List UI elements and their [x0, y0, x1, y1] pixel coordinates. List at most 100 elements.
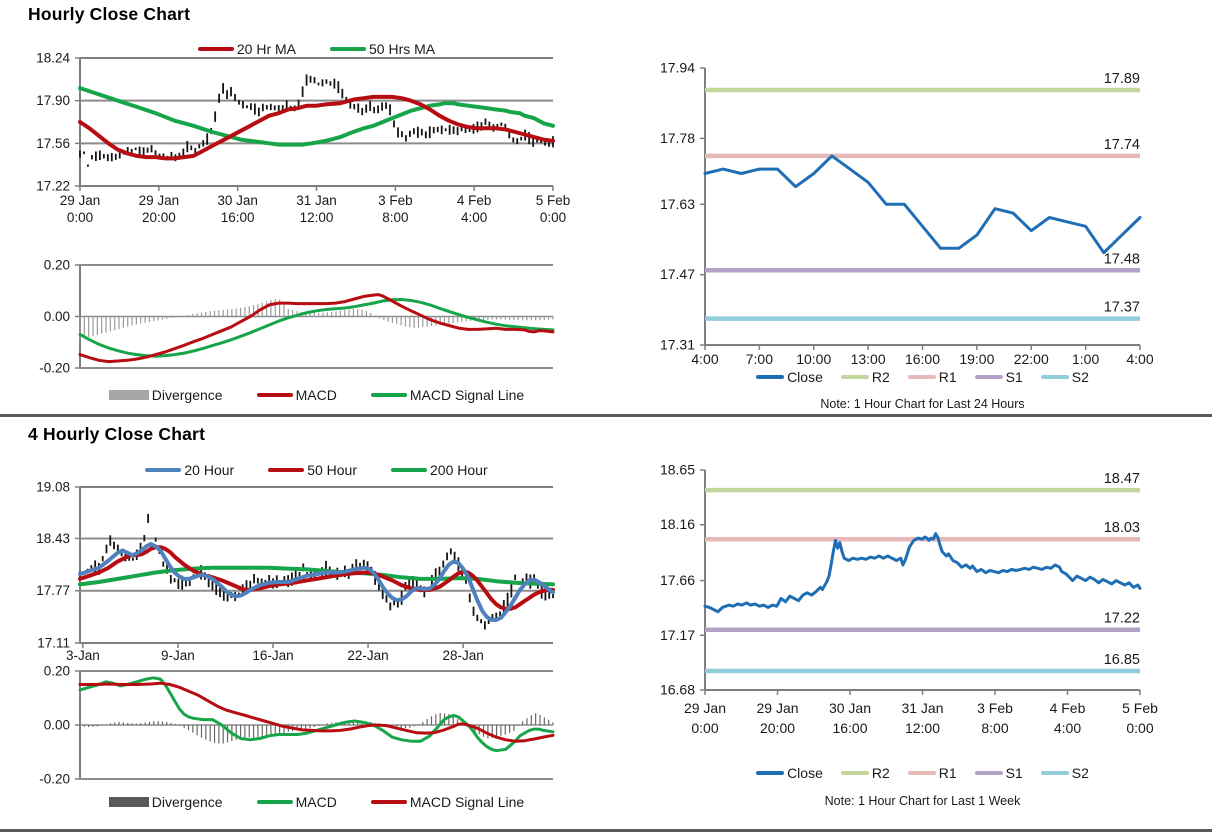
- weekly-sr-legend: Close R2 R1 S1 S2: [705, 765, 1140, 781]
- legend-swatch: [197, 46, 234, 52]
- x-tick-label: 4 Feb: [1050, 700, 1086, 716]
- x-tick-label: 30 Jan: [217, 193, 258, 208]
- legend-item-20-hr-ma: 20 Hr MA: [197, 41, 296, 57]
- y-tick-label: 17.17: [660, 627, 695, 643]
- legend-label: MACD Signal Line: [409, 794, 525, 810]
- y-tick-label: 18.43: [36, 531, 70, 546]
- y-tick-label: 18.65: [660, 462, 695, 478]
- y-tick-label: 18.16: [660, 516, 695, 532]
- y-tick-label: 16.68: [660, 682, 695, 698]
- legend-swatch: [256, 392, 293, 398]
- series-macd-signal-line: [78, 298, 555, 358]
- y-tick-label: 17.31: [660, 337, 695, 353]
- legend-swatch: [145, 467, 182, 473]
- four-hourly-section-title: 4 Hourly Close Chart: [28, 424, 206, 444]
- y-tick-label: 17.63: [660, 196, 695, 212]
- legend-swatch: [370, 799, 407, 805]
- x-tick-label: 8:00: [981, 720, 1008, 736]
- legend-item-s2: S2: [1040, 765, 1089, 781]
- legend-item-r1: R1: [907, 765, 957, 781]
- x-tick-label: 30 Jan: [829, 700, 871, 716]
- x-tick-label: 16:00: [221, 210, 255, 225]
- x-tick-label: 0:00: [67, 210, 93, 225]
- x-tick-label: 31 Jan: [901, 700, 943, 716]
- legend-swatch: [1040, 374, 1069, 380]
- legend-item-r1: R1: [907, 369, 957, 385]
- sr-levels: [705, 87, 1140, 321]
- legend-label: 20 Hr MA: [236, 41, 296, 57]
- x-tick-label: 3 Feb: [977, 700, 1013, 716]
- sr-level-labels: 17.89 17.74 17.48 17.37: [1104, 71, 1140, 316]
- legend-item-macd: MACD: [256, 387, 337, 403]
- legend-item-r2: R2: [840, 765, 890, 781]
- legend-item-50-hrs-ma: 50 Hrs MA: [330, 41, 435, 57]
- axes: 18.65 18.16 17.66 17.17 16.68: [660, 462, 1140, 698]
- axes: 0.20 0.00 -0.20: [39, 664, 553, 787]
- x-tick-label: 20:00: [760, 720, 795, 736]
- legend-item-r2: R2: [840, 369, 890, 385]
- y-tick-label: 18.24: [36, 51, 70, 66]
- x-tick-label: 22:00: [1014, 351, 1049, 367]
- x-tick-label: 10:00: [796, 351, 831, 367]
- x-tick-label: 12:00: [905, 720, 940, 736]
- series-macd: [78, 293, 555, 364]
- level-label-r1: 18.03: [1104, 520, 1140, 536]
- x-tick-label: 9-Jan: [161, 648, 195, 663]
- level-label-r2: 18.47: [1104, 471, 1140, 487]
- y-tick-label: 0.00: [44, 718, 70, 733]
- legend-label: 50 Hour: [307, 462, 358, 478]
- legend-item-20-hour: 20 Hour: [145, 462, 234, 478]
- x-tick-label: 4:00: [691, 351, 718, 367]
- axes: 0.20 0.00 -0.20: [39, 258, 553, 376]
- section-divider: [0, 414, 1212, 417]
- y-tick-label: -0.20: [39, 772, 70, 787]
- level-label-s1: 17.22: [1104, 611, 1140, 627]
- x-tick-label: 29 Jan: [60, 193, 101, 208]
- hourly-sr-note: Note: 1 Hour Chart for Last 24 Hours: [820, 397, 1025, 411]
- legend-label: Close: [787, 369, 823, 385]
- x-tick-label: 1:00: [1072, 351, 1099, 367]
- legend-swatch: [756, 770, 785, 776]
- legend-label: S2: [1071, 765, 1089, 781]
- x-tick-label: 12:00: [300, 210, 334, 225]
- x-tick-label: 8:00: [382, 210, 408, 225]
- legend-item-divergence: Divergence: [108, 387, 223, 403]
- hourly-sr-legend: Close R2 R1 S1 S2: [705, 369, 1140, 385]
- axes: 18.24 17.90 17.56 17.22: [36, 51, 553, 194]
- x-tick-label: 0:00: [1126, 720, 1153, 736]
- level-label-s2: 16.85: [1104, 652, 1140, 668]
- x-tick-label: 3 Feb: [378, 193, 413, 208]
- series-20-hr-ma: [78, 94, 555, 161]
- x-tick-label: 29 Jan: [684, 700, 726, 716]
- hourly-section-title: Hourly Close Chart: [28, 4, 191, 24]
- legend-item-close: Close: [756, 369, 823, 385]
- legend-label: 200 Hour: [430, 462, 488, 478]
- y-tick-label: 17.78: [660, 130, 695, 146]
- legend-swatch: [108, 390, 149, 400]
- x-tick-label: 29 Jan: [139, 193, 180, 208]
- x-tick-label: 0:00: [540, 210, 566, 225]
- legend-label: MACD: [295, 794, 337, 810]
- legend-swatch: [256, 799, 293, 805]
- level-label-r1: 17.74: [1104, 137, 1140, 153]
- legend-label: R2: [871, 369, 890, 385]
- legend-swatch: [391, 467, 428, 473]
- legend-swatch: [840, 770, 869, 776]
- legend-label: S1: [1005, 369, 1023, 385]
- close-series: [703, 532, 1142, 614]
- x-tick-label: 16:00: [905, 351, 940, 367]
- y-tick-label: 17.94: [660, 60, 695, 76]
- x-axis-labels: 29 Jan 0:00 29 Jan 20:00 30 Jan 16:00 31 Jan 12…: [60, 186, 570, 225]
- x-axis-labels: 4:00 7:00 10:00 13:00 16:00 19:00 22:00 1:00 4:0…: [691, 345, 1154, 367]
- sr-level-labels: 18.47 18.03 17.22 16.85: [1104, 471, 1140, 668]
- y-tick-label: 17.11: [37, 636, 70, 651]
- legend-swatch: [108, 797, 149, 807]
- x-tick-label: 29 Jan: [756, 700, 798, 716]
- legend-label: 20 Hour: [184, 462, 235, 478]
- legend-label: R1: [938, 369, 957, 385]
- x-tick-label: 13:00: [851, 351, 886, 367]
- legend-label: MACD: [295, 387, 337, 403]
- legend-label: S2: [1071, 369, 1089, 385]
